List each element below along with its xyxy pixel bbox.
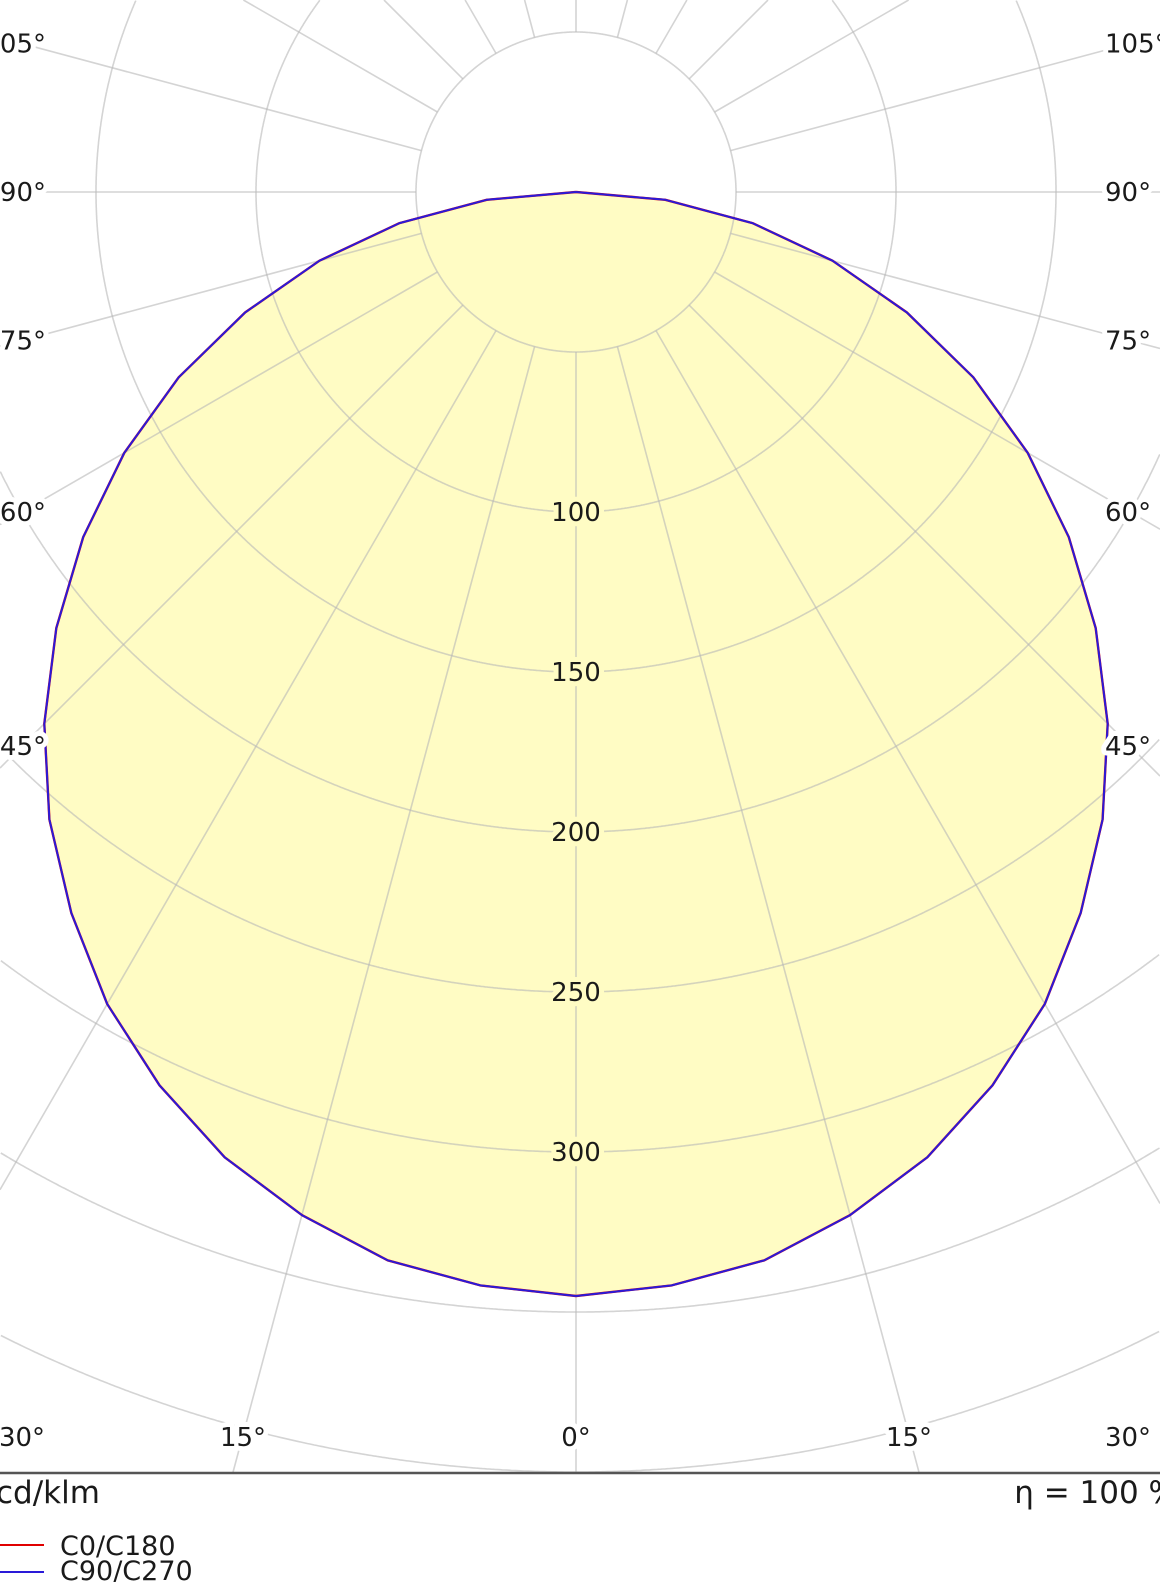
grid-ring-300: [0, 953, 1160, 1153]
grid-ring-200: [0, 454, 1160, 833]
radial-tick-label-100: 100: [551, 498, 601, 528]
grid-spoke-330: [0, 330, 497, 1191]
grid-spoke-315: [0, 304, 464, 769]
grid-spoke-135: [688, 0, 769, 80]
grid-spoke-75: [730, 232, 1160, 350]
angle-label-left-75: 75°: [0, 326, 46, 356]
unit-label: cd/klm: [0, 1475, 100, 1511]
efficiency-label: η = 100 %: [1014, 1475, 1160, 1511]
grid-spoke-195: [523, 0, 536, 38]
grid-spoke-15: [616, 346, 920, 1474]
angle-label-left-60: 60°: [0, 498, 46, 528]
angle-label-right-90: 90°: [1105, 178, 1151, 208]
angle-label-right-105: 105°: [1105, 30, 1160, 60]
grid-spoke-240: [243, 0, 438, 113]
grid-spoke-165: [616, 0, 629, 38]
grid-spoke-45: [688, 304, 1160, 777]
angle-label-bottom-1: 15°: [220, 1423, 266, 1453]
radial-tick-label-250: 250: [551, 978, 601, 1008]
grid-ring-100: [255, 0, 897, 513]
angle-label-bottom-2: 0°: [561, 1423, 591, 1453]
grid-spoke-60: [714, 271, 1160, 530]
grid-spoke-225: [383, 0, 464, 80]
legend: C0/C180 C90/C270: [0, 1531, 193, 1582]
angle-label-right-60: 60°: [1105, 498, 1151, 528]
angle-label-left-105: 105°: [0, 30, 46, 60]
grid-ring-400: [0, 1330, 1160, 1473]
grid-ring-250: [0, 739, 1160, 993]
intensity-curves: [43, 190, 1109, 1298]
grid-spoke-150: [655, 0, 688, 54]
grid-spoke-120: [714, 0, 909, 113]
legend-label-c90-c270: C90/C270: [60, 1556, 193, 1582]
angle-label-left-45: 45°: [0, 732, 46, 762]
angle-label-bottom-3: 15°: [886, 1423, 932, 1453]
legend-label-c0-c180: C0/C180: [60, 1531, 176, 1562]
grid-ring-150: [95, 0, 1057, 673]
series-curve-c90-c270: [43, 191, 1109, 1297]
radial-tick-label-200: 200: [551, 818, 601, 848]
radial-tick-label-300: 300: [551, 1138, 601, 1168]
grid-ring-350: [0, 1147, 1160, 1313]
grid-spoke-210: [464, 0, 497, 54]
angle-label-right-45: 45°: [1105, 732, 1151, 762]
angle-label-right-75: 75°: [1105, 326, 1151, 356]
grid-spoke-300: [0, 271, 438, 526]
grid-spoke-285: [0, 232, 422, 348]
grid-spoke-30: [655, 330, 1160, 1204]
angle-label-bottom-0: 30°: [0, 1423, 45, 1453]
angle-label-left-90: 90°: [0, 178, 46, 208]
grid-spoke-255: [0, 36, 422, 152]
grid-spoke-105: [730, 34, 1160, 152]
angle-label-bottom-4: 30°: [1105, 1423, 1151, 1453]
axis-labels: 100 150 200 250 300 30° 15° 0° 15° 30° 105° 105° 90°…: [0, 25, 1160, 1458]
radial-tick-label-150: 150: [551, 658, 601, 688]
grid-spoke-345: [232, 346, 536, 1474]
polar-grid: [0, 0, 1160, 1474]
